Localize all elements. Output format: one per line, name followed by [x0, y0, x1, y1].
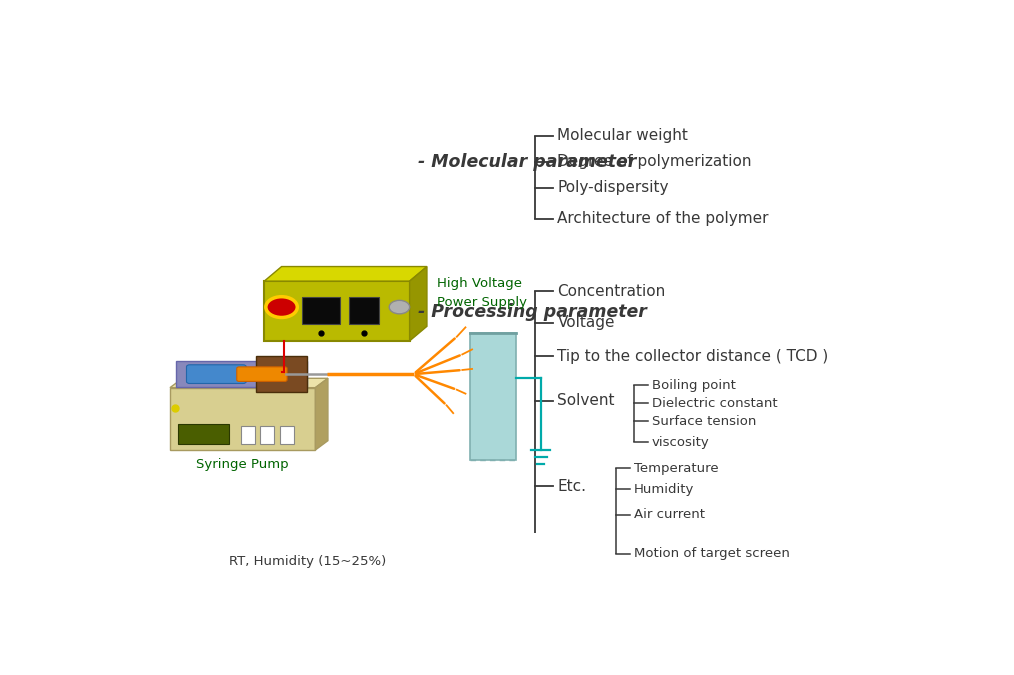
- Polygon shape: [170, 378, 328, 387]
- Text: viscosity: viscosity: [652, 436, 710, 449]
- Text: Air current: Air current: [634, 508, 705, 522]
- Bar: [265, 281, 410, 341]
- Text: Motion of target screen: Motion of target screen: [634, 547, 790, 560]
- Circle shape: [266, 297, 297, 317]
- Bar: [240, 426, 255, 443]
- Text: Humidity: Humidity: [634, 483, 694, 495]
- Text: Architecture of the polymer: Architecture of the polymer: [558, 211, 769, 226]
- Text: Temperature: Temperature: [634, 462, 718, 475]
- Text: RT, Humidity (15~25%): RT, Humidity (15~25%): [229, 556, 386, 568]
- Polygon shape: [265, 267, 427, 281]
- Text: Dielectric constant: Dielectric constant: [652, 397, 778, 410]
- Bar: [170, 387, 315, 450]
- Text: Surface tension: Surface tension: [652, 415, 756, 428]
- Bar: [349, 297, 379, 324]
- Bar: [302, 297, 340, 324]
- Bar: [176, 361, 307, 387]
- Text: - Processing parameter: - Processing parameter: [418, 303, 646, 321]
- Text: Concentration: Concentration: [558, 284, 665, 299]
- Circle shape: [389, 300, 410, 314]
- Bar: [470, 333, 516, 460]
- Text: High Voltage
Power Supply: High Voltage Power Supply: [437, 277, 527, 309]
- Text: Degree of polymerization: Degree of polymerization: [558, 154, 752, 169]
- Text: Molecular weight: Molecular weight: [558, 128, 689, 143]
- Bar: [280, 426, 294, 443]
- FancyBboxPatch shape: [187, 364, 246, 383]
- Text: Syringe Pump: Syringe Pump: [197, 458, 289, 471]
- Text: Poly-dispersity: Poly-dispersity: [558, 180, 669, 195]
- Polygon shape: [410, 267, 427, 341]
- Text: Voltage: Voltage: [558, 315, 614, 330]
- Text: - Molecular parameter: - Molecular parameter: [418, 153, 636, 171]
- Bar: [177, 424, 229, 443]
- Text: Solvent: Solvent: [558, 393, 614, 408]
- Text: Tip to the collector distance ( TCD ): Tip to the collector distance ( TCD ): [558, 349, 828, 364]
- Text: Etc.: Etc.: [558, 479, 586, 494]
- Bar: [261, 426, 275, 443]
- Text: Boiling point: Boiling point: [652, 379, 735, 391]
- Polygon shape: [315, 378, 328, 450]
- Bar: [257, 356, 307, 392]
- FancyBboxPatch shape: [237, 367, 287, 381]
